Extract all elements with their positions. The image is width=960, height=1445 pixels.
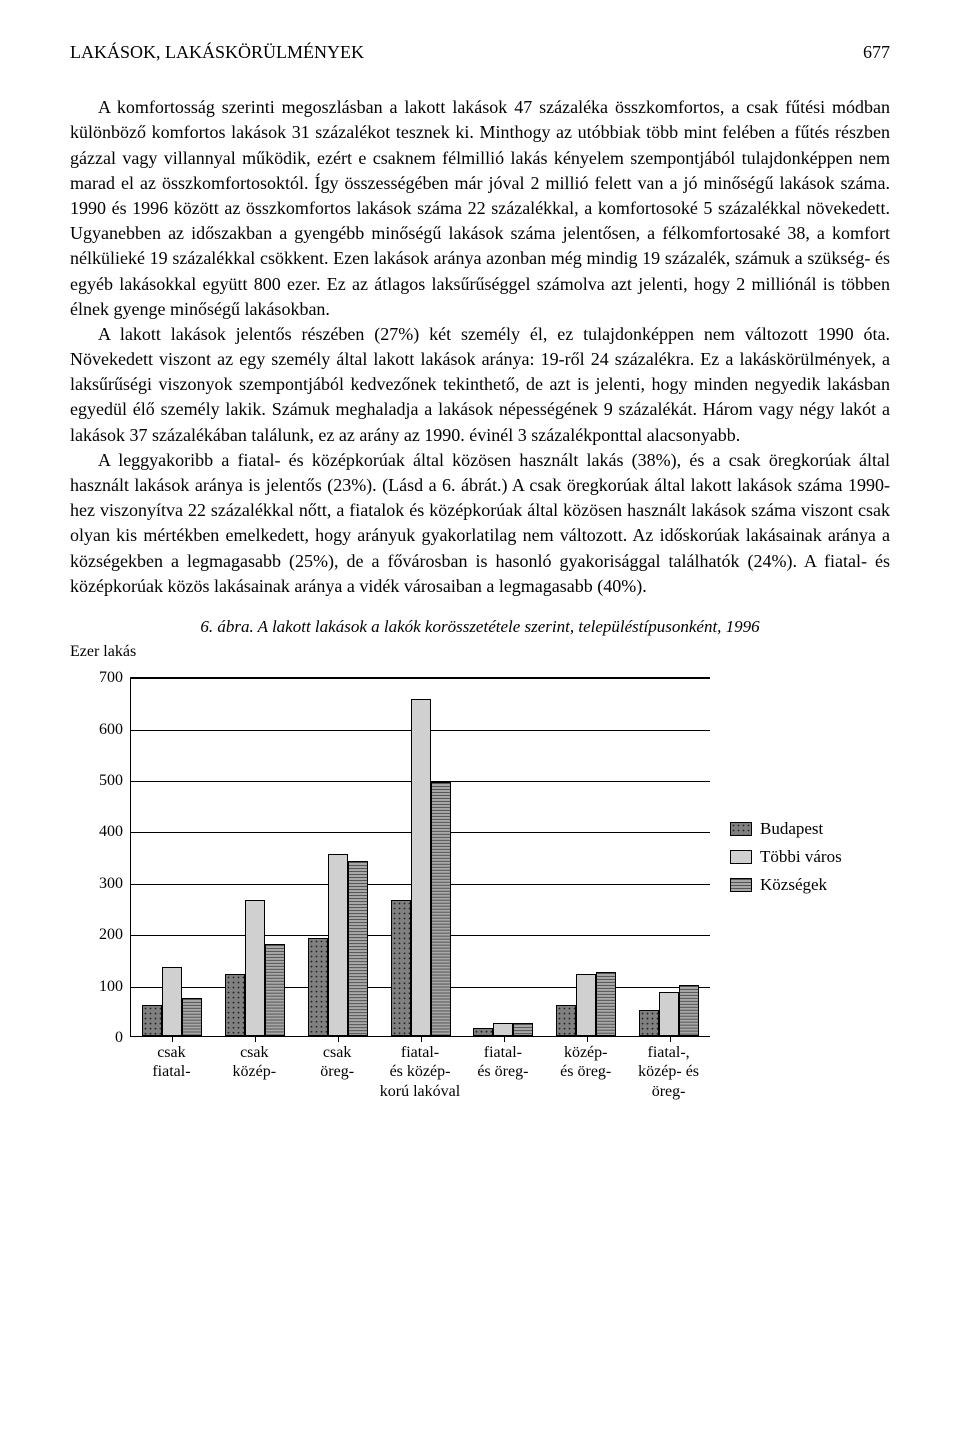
bar <box>473 1028 493 1036</box>
bar <box>391 900 411 1036</box>
legend-swatch <box>730 850 752 864</box>
bar-group <box>131 678 214 1036</box>
bar-group <box>627 678 710 1036</box>
bar <box>431 782 451 1037</box>
bar <box>308 938 328 1036</box>
y-axis-label: Ezer lakás <box>70 641 890 663</box>
paragraph-2: A lakott lakások jelentős részében (27%)… <box>70 322 890 448</box>
body-text: A komfortosság szerinti megoszlásban a l… <box>70 95 890 599</box>
bar <box>411 699 431 1036</box>
y-tick-label: 0 <box>81 1027 131 1049</box>
y-tick-label: 200 <box>81 924 131 946</box>
y-tick-label: 700 <box>81 667 131 689</box>
legend-swatch <box>730 878 752 892</box>
bar-group <box>379 678 462 1036</box>
bar <box>245 900 265 1036</box>
bar <box>225 974 245 1036</box>
bar <box>162 967 182 1036</box>
bar <box>265 944 285 1037</box>
page-header: LAKÁSOK, LAKÁSKÖRÜLMÉNYEK 677 <box>70 40 890 65</box>
bar <box>182 998 202 1037</box>
x-axis-title: korú lakóval <box>130 1081 710 1103</box>
page-number: 677 <box>863 40 890 65</box>
y-tick-label: 600 <box>81 718 131 740</box>
bar <box>596 972 616 1036</box>
legend: Budapest Többi város Községek <box>730 817 842 900</box>
chart: 0100200300400500600700 csakfiatal-csakkö… <box>70 667 890 1097</box>
bar <box>493 1023 513 1036</box>
bar <box>576 974 596 1036</box>
bar-group <box>545 678 628 1036</box>
plot-area: 0100200300400500600700 <box>130 677 710 1037</box>
legend-label: Budapest <box>760 817 823 841</box>
bar <box>639 1010 659 1036</box>
legend-swatch <box>730 822 752 836</box>
bar-group <box>296 678 379 1036</box>
bar <box>328 854 348 1037</box>
bar-group <box>214 678 297 1036</box>
y-tick-label: 400 <box>81 821 131 843</box>
bar <box>348 861 368 1036</box>
bar <box>679 985 699 1036</box>
bar <box>659 992 679 1036</box>
figure-caption: 6. ábra. A lakott lakások a lakók koröss… <box>70 615 890 639</box>
legend-label: Községek <box>760 873 827 897</box>
legend-item: Budapest <box>730 817 842 841</box>
bars-row <box>131 678 710 1036</box>
legend-label: Többi város <box>760 845 842 869</box>
y-tick-label: 500 <box>81 770 131 792</box>
bar <box>142 1005 162 1036</box>
paragraph-1: A komfortosság szerinti megoszlásban a l… <box>70 95 890 322</box>
legend-item: Községek <box>730 873 842 897</box>
paragraph-3: A leggyakoribb a fiatal- és középkorúak … <box>70 448 890 599</box>
y-tick-label: 300 <box>81 873 131 895</box>
bar-group <box>462 678 545 1036</box>
y-tick-label: 100 <box>81 975 131 997</box>
bar <box>556 1005 576 1036</box>
legend-item: Többi város <box>730 845 842 869</box>
bar <box>513 1023 533 1036</box>
running-title: LAKÁSOK, LAKÁSKÖRÜLMÉNYEK <box>70 40 364 65</box>
